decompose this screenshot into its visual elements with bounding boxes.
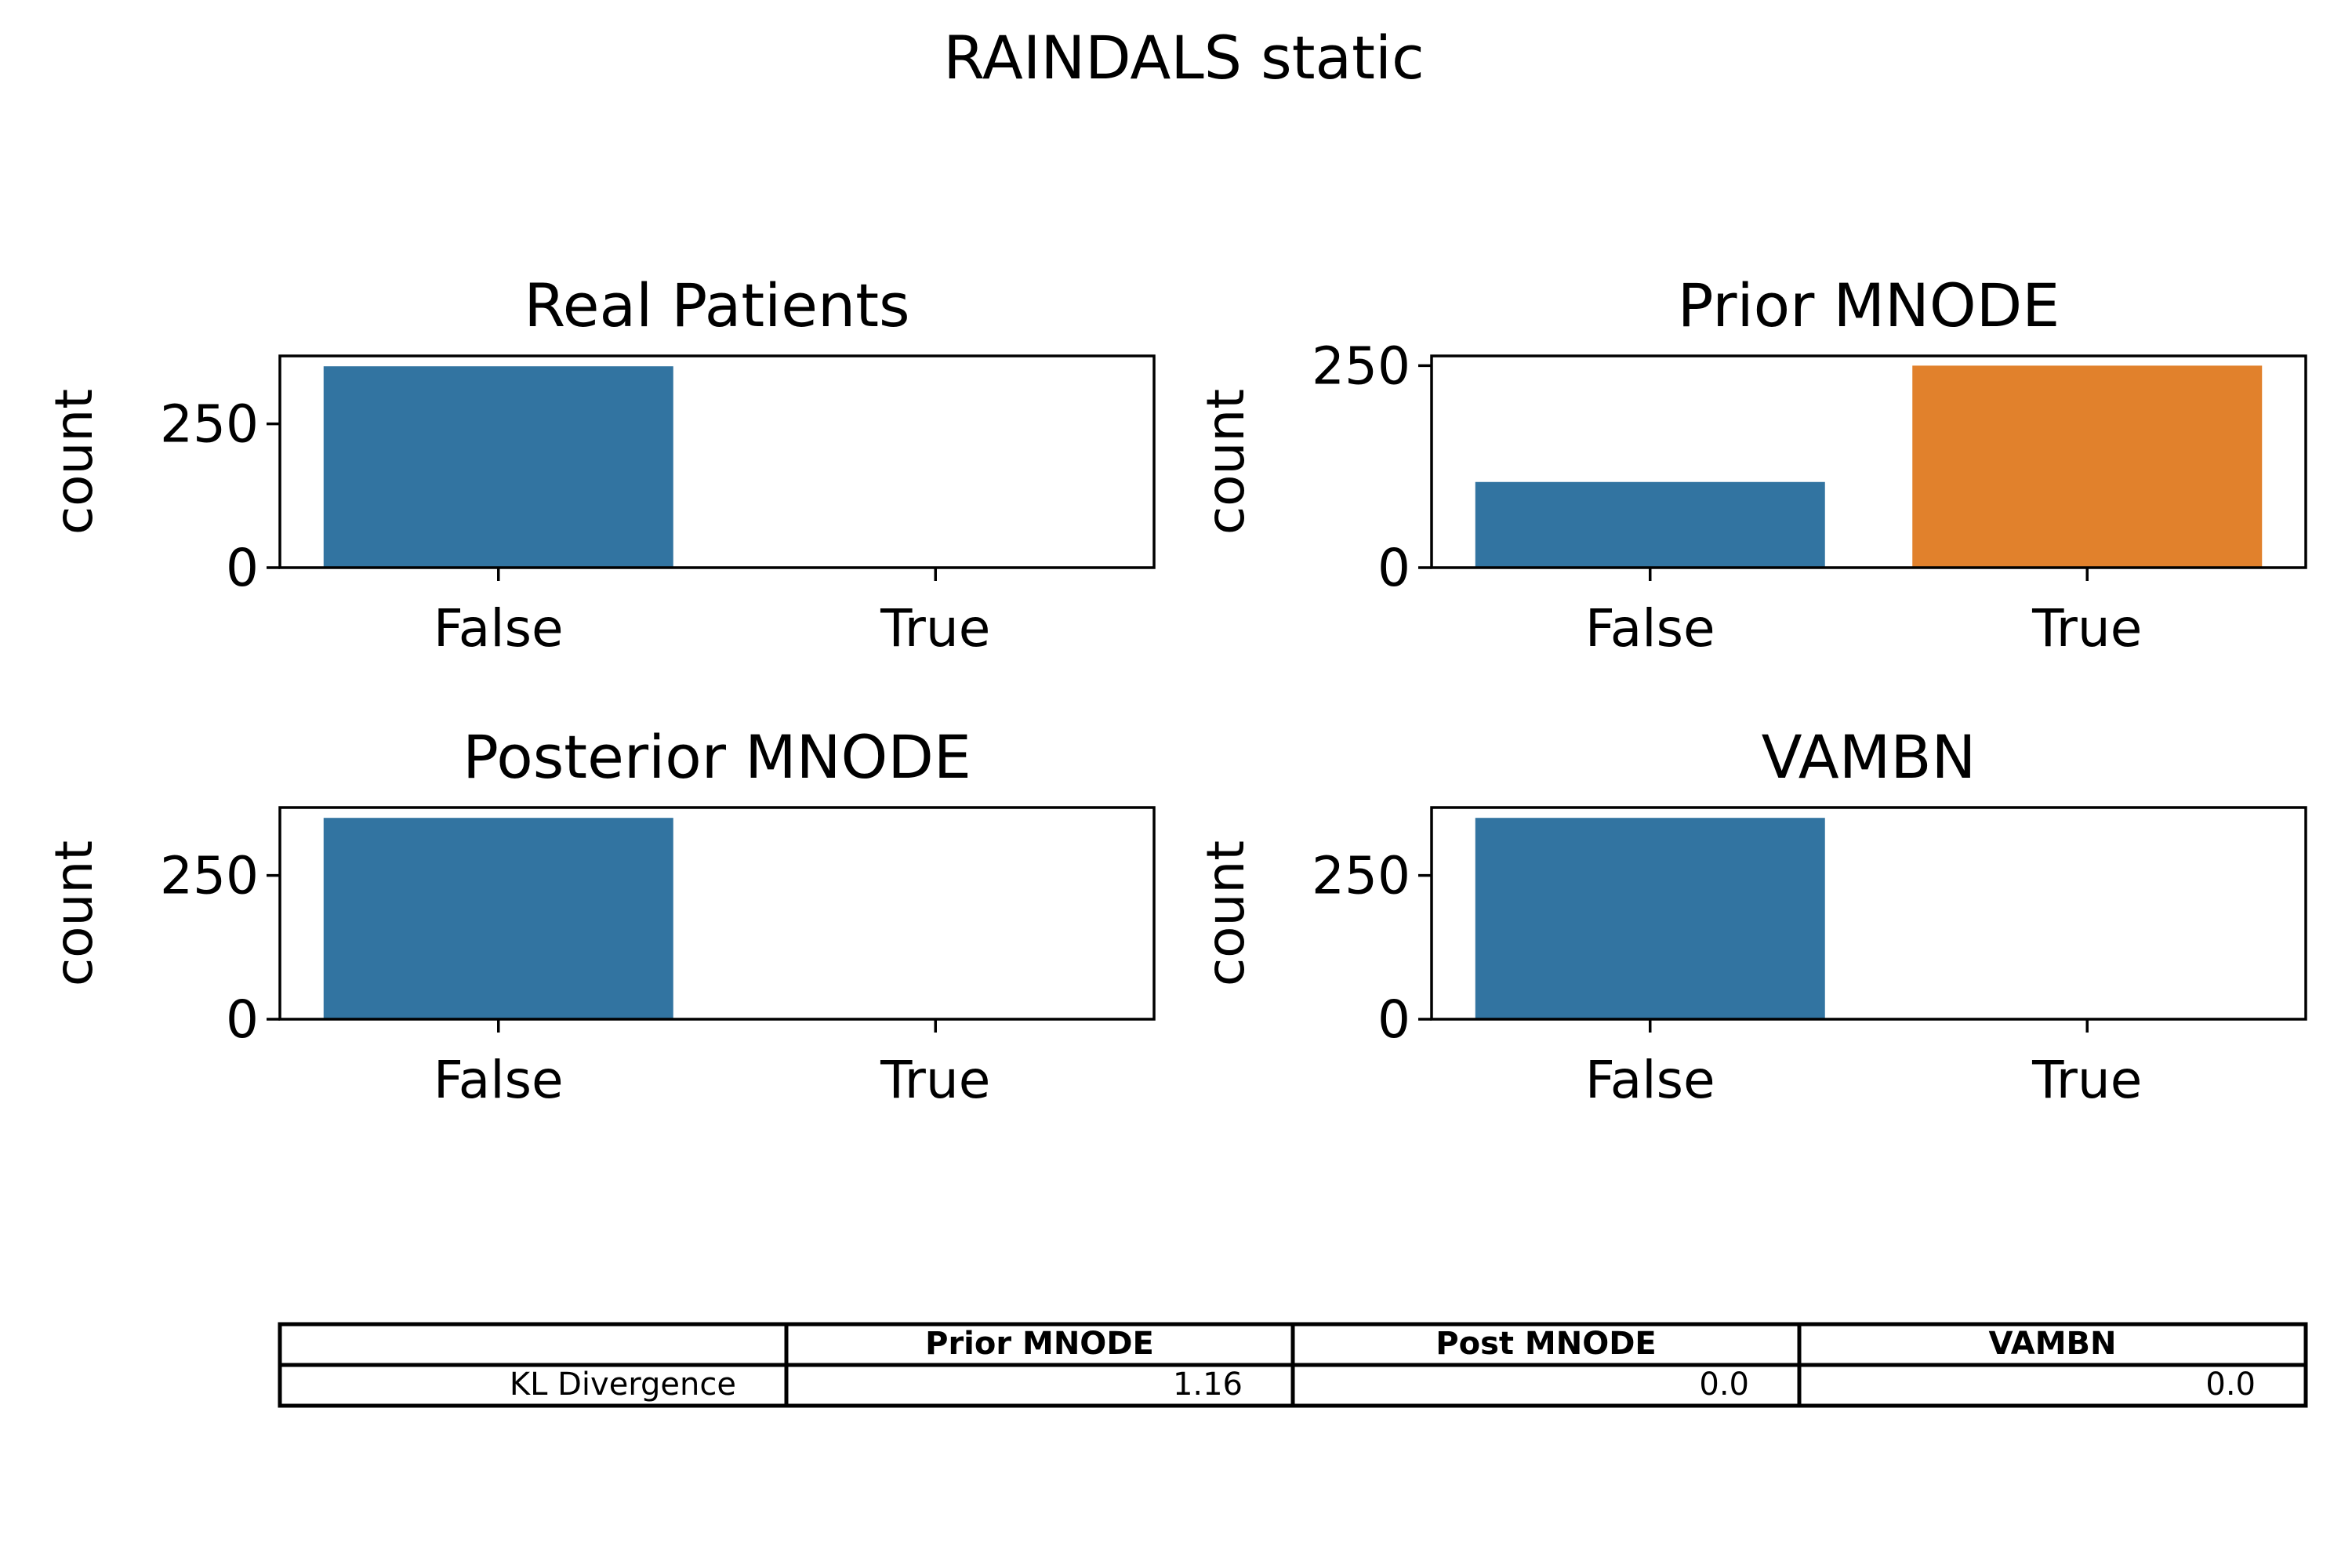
x-tick-label: False	[1585, 598, 1715, 659]
y-tick-label: 0	[1377, 538, 1410, 598]
table-cell	[278, 1363, 789, 1408]
plot-frame	[1430, 806, 2307, 1021]
table-row-label: KL Divergence	[510, 1367, 736, 1403]
y-axis-label: count	[44, 389, 104, 535]
y-tick-label: 250	[1312, 846, 1410, 906]
x-tick-label: True	[2031, 1050, 2142, 1110]
plot-frame	[1430, 354, 2307, 569]
y-axis-label: count	[44, 840, 104, 986]
x-tick-label: True	[2031, 598, 2142, 659]
x-tick-label: False	[434, 598, 564, 659]
bar-true	[1912, 365, 2263, 568]
subplot-title: Real Patients	[524, 270, 909, 340]
table-value: 0.0	[2205, 1367, 2256, 1403]
y-tick-label: 0	[226, 989, 259, 1050]
y-tick-label: 0	[226, 538, 259, 598]
y-tick-label: 0	[1377, 989, 1410, 1050]
table-header-label: VAMBN	[1989, 1326, 2117, 1362]
table-header-cell	[278, 1322, 789, 1367]
table-header-label: Prior MNODE	[925, 1326, 1154, 1362]
plot-frame	[278, 354, 1156, 569]
kl-divergence-table: Prior MNODE Post MNODE VAMBN KL Divergence 1…	[278, 1322, 2308, 1408]
panel-prior-mnode: Prior MNODE 0 250 False True count	[1196, 270, 2307, 659]
table-cell	[1290, 1363, 1802, 1408]
y-axis-label: count	[1196, 389, 1256, 535]
plot-frame	[278, 806, 1156, 1021]
y-tick-label: 250	[1312, 336, 1410, 396]
y-tick-label: 250	[160, 846, 259, 906]
figure-title: RAINDALS static	[943, 23, 1425, 93]
x-tick-label: True	[880, 598, 990, 659]
y-axis-label: count	[1196, 840, 1256, 986]
panel-vambn: VAMBN 0 250 False True count	[1196, 722, 2307, 1110]
table-header-cell	[1797, 1322, 2308, 1367]
subplot-title: Prior MNODE	[1678, 270, 2060, 340]
bar-false	[1475, 818, 1825, 1019]
x-tick-label: True	[880, 1050, 990, 1110]
subplot-title: VAMBN	[1762, 722, 1976, 792]
panel-posterior-mnode: Posterior MNODE 0 250 False True count	[44, 722, 1156, 1110]
bar-false	[323, 818, 673, 1019]
table-cell	[784, 1363, 1295, 1408]
y-tick-label: 250	[160, 394, 259, 455]
table-cell	[1797, 1363, 2308, 1408]
subplot-title: Posterior MNODE	[463, 722, 971, 792]
table-value: 1.16	[1173, 1367, 1243, 1403]
table-value: 0.0	[1699, 1367, 1749, 1403]
panel-real-patients: Real Patients 0 250 False True count	[44, 270, 1156, 659]
table-header-cell	[784, 1322, 1295, 1367]
table-header-label: Post MNODE	[1436, 1326, 1656, 1362]
x-tick-label: False	[1585, 1050, 1715, 1110]
x-tick-label: False	[434, 1050, 564, 1110]
bar-false	[1475, 481, 1825, 568]
bar-false	[323, 366, 673, 568]
